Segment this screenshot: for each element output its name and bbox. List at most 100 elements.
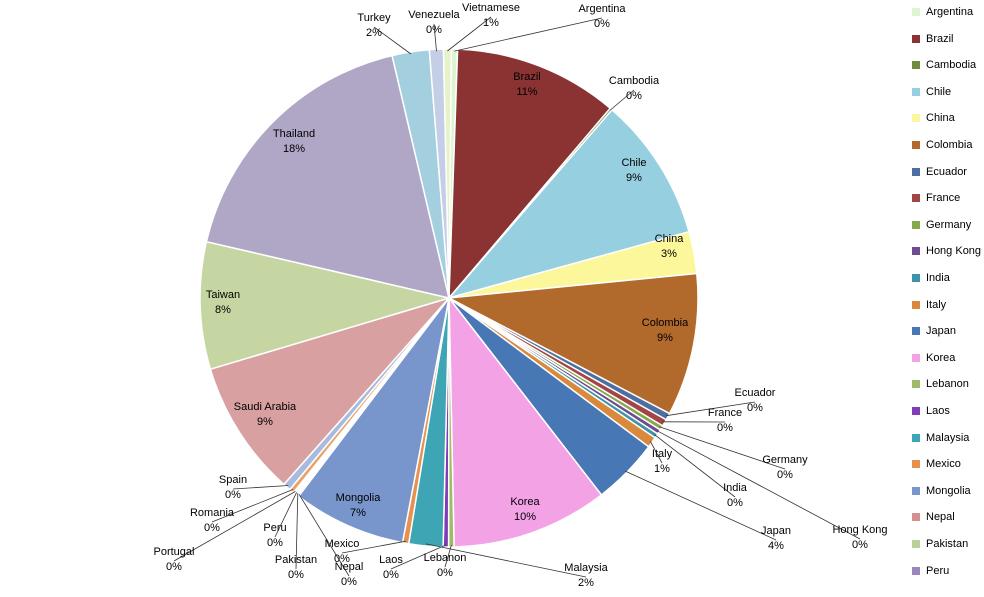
- pie-slice-brazil: [448, 48, 612, 301]
- legend-label: Peru: [926, 564, 950, 577]
- slice-label-turkey: Turkey 2%: [357, 12, 391, 39]
- legend-label: Laos: [926, 405, 950, 417]
- leader-line-malaysia: [425, 543, 587, 578]
- leader-line-india: [654, 434, 736, 498]
- slice-label-lebanon: Lebanon 0%: [424, 552, 467, 579]
- pie-slice-taiwan: [199, 240, 452, 371]
- legend-item-germany: Germany: [912, 217, 971, 233]
- slice-label-romania: Romania 0%: [190, 507, 235, 534]
- slice-label-taiwan: Taiwan 8%: [206, 289, 240, 316]
- slice-label-japan: Japan 4%: [761, 525, 791, 552]
- legend-label: India: [926, 272, 950, 284]
- leader-line-laos: [390, 544, 447, 570]
- legend-label: Lebanon: [926, 378, 969, 391]
- legend-label: Hong Kong: [926, 245, 982, 258]
- legend-swatch: [912, 61, 920, 70]
- leader-line-portugal: [173, 491, 296, 562]
- leader-line-spain: [232, 485, 289, 490]
- pie-slice-chile: [446, 108, 690, 300]
- legend-swatch: [912, 540, 920, 548]
- legend-item-ecuador: Ecuador: [912, 164, 967, 180]
- legend-item-china: China: [912, 110, 955, 126]
- legend-label: Chile: [926, 85, 952, 98]
- legend-item-france: France: [912, 190, 960, 206]
- leader-line-japan: [625, 470, 777, 541]
- slice-label-peru: Peru 0%: [263, 522, 286, 549]
- legend-item-laos: Laos: [912, 403, 950, 419]
- slice-label-cambodia: Cambodia 0%: [609, 75, 660, 102]
- slice-label-laos: Laos 0%: [379, 554, 403, 581]
- legend-swatch: [912, 460, 920, 469]
- legend-swatch: [912, 274, 920, 282]
- pie-slice-saudi-arabia: [209, 296, 452, 486]
- legend-item-mexico: Mexico: [912, 456, 961, 472]
- legend-item-mongolia: Mongolia: [912, 483, 971, 499]
- legend-item-cambodia: Cambodia: [912, 57, 976, 73]
- legend-item-chile: Chile: [912, 84, 951, 100]
- slice-label-mexico: Mexico 0%: [325, 538, 360, 565]
- slice-label-hong-kong: Hong Kong 0%: [832, 524, 887, 551]
- pie-slice-korea: [448, 295, 603, 548]
- legend-label: Mexico: [926, 458, 961, 471]
- legend-item-korea: Korea: [912, 350, 955, 366]
- legend-swatch: [912, 87, 920, 96]
- slice-label-nepal: Nepal 0%: [335, 561, 364, 588]
- slice-label-colombia: Colombia 9%: [642, 317, 689, 344]
- legend-item-japan: Japan: [912, 323, 956, 339]
- legend-swatch: [912, 8, 920, 16]
- slice-labels: Argentina 0% Brazil 11% Cambodia 0% Chile 9% Chi…: [154, 2, 888, 589]
- legend-label: Nepal: [926, 511, 955, 524]
- leader-line-peru: [274, 492, 297, 538]
- legend-swatch: [912, 407, 920, 415]
- leader-line-cambodia: [609, 89, 635, 111]
- leader-line-argentina: [454, 17, 603, 52]
- legend-item-lebanon: Lebanon: [912, 376, 969, 392]
- slice-label-spain: Spain 0%: [219, 474, 247, 501]
- legend-item-pakistan: Pakistan: [912, 536, 968, 552]
- slice-label-argentina: Argentina 0%: [578, 3, 626, 30]
- legend-label: Malaysia: [926, 431, 970, 444]
- legend-label: Brazil: [926, 32, 954, 45]
- legend-label: China: [926, 112, 955, 125]
- legend-swatch: [912, 353, 920, 362]
- legend-swatch: [912, 220, 920, 229]
- leader-line-italy: [649, 441, 663, 464]
- legend-label: Mongolia: [926, 484, 971, 497]
- legend-item-india: India: [912, 270, 950, 286]
- slice-label-china: China 3%: [655, 233, 685, 260]
- leader-line-hong-kong: [657, 430, 861, 540]
- slice-label-india: India 0%: [723, 482, 748, 509]
- legend-swatch: [912, 513, 920, 522]
- slice-label-malaysia: Malaysia 2%: [564, 562, 608, 589]
- legend-swatch: [912, 566, 920, 575]
- legend-item-brazil: Brazil: [912, 31, 954, 47]
- legend-swatch: [912, 433, 920, 442]
- legend-label: France: [926, 192, 961, 205]
- legend-label: Korea: [926, 351, 956, 364]
- slice-label-vietnamese: Vietnamese 1%: [462, 2, 520, 29]
- legend-item-peru: Peru: [912, 563, 949, 579]
- legend-swatch: [912, 167, 920, 176]
- leader-line-mexico: [341, 540, 406, 554]
- leader-lines: [173, 16, 861, 578]
- leader-line-turkey: [373, 26, 412, 55]
- pie-slice-thailand: [205, 54, 451, 300]
- legend-label: Japan: [926, 325, 956, 338]
- legend-label: Germany: [926, 218, 972, 231]
- legend-swatch: [912, 300, 920, 309]
- slice-label-saudi-arabia: Saudi Arabia 9%: [234, 401, 297, 428]
- pie-slice-colombia: [446, 272, 699, 415]
- legend-swatch: [912, 247, 920, 256]
- slice-label-venezuela: Venezuela 0%: [408, 9, 460, 36]
- legend-label: Cambodia: [926, 59, 977, 72]
- slice-label-germany: Germany 0%: [762, 454, 808, 481]
- legend: Argentina Brazil Cambodia Chile China Colombi…: [906, 0, 984, 597]
- leader-line-venezuela: [433, 23, 437, 52]
- legend-label: Colombia: [926, 139, 973, 151]
- slice-label-ecuador: Ecuador 0%: [735, 387, 776, 414]
- leader-line-nepal: [298, 494, 350, 577]
- legend-item-colombia: Colombia: [912, 137, 972, 153]
- slice-label-pakistan: Pakistan 0%: [275, 554, 317, 581]
- legend-label: Argentina: [926, 6, 974, 18]
- legend-item-italy: Italy: [912, 297, 946, 313]
